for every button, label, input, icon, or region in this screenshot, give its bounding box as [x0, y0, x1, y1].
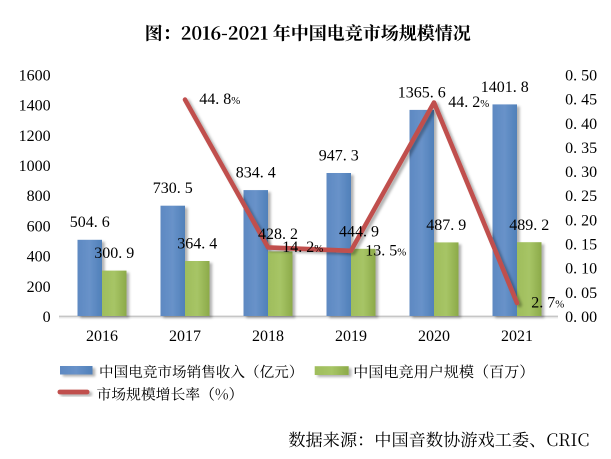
svg-text:489. 2: 489. 2 — [509, 217, 549, 234]
svg-text:0. 30: 0. 30 — [565, 164, 597, 181]
svg-text:0. 15: 0. 15 — [565, 237, 597, 254]
svg-text:44. 2%: 44. 2% — [448, 94, 489, 111]
svg-text:1401. 8: 1401. 8 — [481, 79, 529, 96]
svg-text:600: 600 — [27, 218, 51, 235]
svg-text:487. 9: 487. 9 — [426, 217, 466, 234]
svg-text:1200: 1200 — [19, 128, 51, 145]
svg-text:2016: 2016 — [86, 328, 118, 345]
svg-text:0. 00: 0. 00 — [565, 309, 597, 326]
svg-text:0. 40: 0. 40 — [565, 116, 597, 133]
svg-text:364. 4: 364. 4 — [177, 236, 217, 253]
svg-text:0. 45: 0. 45 — [565, 92, 597, 109]
svg-text:0. 10: 0. 10 — [565, 261, 597, 278]
svg-text:1400: 1400 — [19, 98, 51, 115]
svg-text:0. 50: 0. 50 — [565, 68, 597, 85]
svg-text:2018: 2018 — [252, 328, 284, 345]
svg-text:428. 2: 428. 2 — [258, 226, 298, 243]
svg-text:2017: 2017 — [169, 328, 201, 345]
svg-text:444. 9: 444. 9 — [339, 223, 379, 240]
svg-text:1600: 1600 — [19, 68, 51, 85]
svg-text:0. 20: 0. 20 — [565, 212, 597, 229]
svg-text:0. 25: 0. 25 — [565, 188, 597, 205]
svg-text:0: 0 — [43, 309, 51, 326]
svg-text:947. 3: 947. 3 — [319, 147, 359, 164]
svg-text:0. 05: 0. 05 — [565, 285, 597, 302]
svg-text:800: 800 — [27, 188, 51, 205]
svg-text:2021: 2021 — [501, 328, 533, 345]
svg-text:1000: 1000 — [19, 158, 51, 175]
svg-text:14. 2%: 14. 2% — [282, 239, 323, 256]
svg-text:504. 6: 504. 6 — [70, 214, 110, 231]
svg-text:13. 5%: 13. 5% — [365, 242, 406, 259]
svg-text:730. 5: 730. 5 — [153, 180, 193, 197]
svg-text:834. 4: 834. 4 — [236, 165, 276, 182]
svg-text:200: 200 — [27, 279, 51, 296]
svg-text:2. 7%: 2. 7% — [531, 295, 564, 312]
svg-text:400: 400 — [27, 249, 51, 266]
svg-text:1365. 6: 1365. 6 — [398, 84, 446, 101]
svg-text:0. 35: 0. 35 — [565, 140, 597, 157]
svg-text:44. 8%: 44. 8% — [199, 91, 240, 108]
svg-text:2019: 2019 — [335, 328, 367, 345]
svg-text:300. 9: 300. 9 — [94, 245, 134, 262]
svg-text:2020: 2020 — [418, 328, 450, 345]
